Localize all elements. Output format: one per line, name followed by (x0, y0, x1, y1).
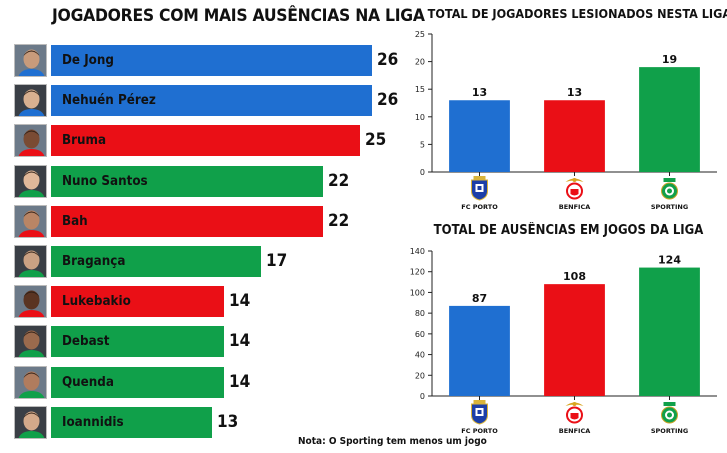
player-bar: Bruma (51, 125, 360, 157)
sporting-crest-icon (661, 178, 678, 200)
player-bar: Quenda (51, 366, 224, 398)
player-name: Ioannidis (62, 414, 124, 430)
injured-players-chart-title: TOTAL DE JOGADORES LESIONADOS NESTA LIGA (427, 6, 727, 21)
player-photo-icon (14, 44, 47, 77)
y-tick-label: 0 (420, 168, 425, 177)
y-tick-label: 20 (415, 58, 425, 67)
player-photo-icon (14, 285, 47, 319)
player-row: Bruma 25 (0, 124, 410, 158)
player-name: Bah (62, 213, 88, 229)
y-tick-label: 120 (410, 268, 425, 277)
footnote: Nota: O Sporting tem menos um jogo (298, 436, 487, 447)
x-category-label: FC PORTO (461, 427, 498, 435)
x-category-label: SPORTING (651, 203, 688, 211)
player-bar: Lukebakio (51, 286, 224, 318)
player-absence-value: 26 (377, 50, 399, 70)
player-photo-icon (14, 365, 47, 399)
player-photo-icon (14, 204, 47, 238)
player-row: Bragança 17 (0, 245, 410, 278)
injured-players-chart: 0 5 10 15 20 25 13 FC PORTO 13 BENFICA 19 SPORTING (415, 30, 717, 211)
player-photo-icon (14, 164, 47, 198)
player-photo-icon (14, 124, 47, 158)
x-category-label: BENFICA (559, 427, 591, 435)
y-tick-label: 140 (410, 247, 425, 256)
player-photo-icon (14, 245, 47, 278)
y-tick-label: 60 (415, 330, 425, 339)
y-tick-label: 0 (420, 392, 425, 401)
player-row: Quenda 14 (0, 365, 410, 399)
benfica-crest-icon (565, 402, 584, 424)
player-name: Nehuén Pérez (62, 93, 156, 109)
player-row: Debast 14 (0, 325, 410, 359)
y-tick-label: 15 (415, 85, 425, 94)
team-bar (639, 267, 700, 396)
player-name: Debast (62, 334, 110, 350)
y-tick-label: 25 (415, 30, 425, 39)
player-absence-value: 14 (228, 291, 251, 312)
team-bar (544, 284, 605, 396)
player-name: Quenda (62, 374, 114, 390)
y-tick-label: 10 (415, 113, 425, 122)
player-bar: Bah (51, 205, 323, 237)
player-absence-value: 13 (216, 411, 238, 432)
team-bar (544, 100, 605, 172)
player-row: Nehuén Pérez 26 (0, 84, 410, 118)
player-name: Nuno Santos (62, 173, 148, 189)
team-bar (639, 67, 700, 172)
player-photo-icon (14, 84, 47, 118)
x-category-label: BENFICA (559, 203, 591, 211)
player-absence-value: 14 (228, 331, 251, 352)
player-photo-icon (14, 405, 47, 439)
player-bar: Ioannidis (51, 406, 212, 438)
player-bar: Nehuén Pérez (51, 85, 372, 117)
bar-value-label: 108 (563, 270, 586, 283)
league-absences-chart: 0 20 40 60 80 100 120 140 87 FC PORTO 108 BENFICA 12… (410, 247, 717, 435)
league-absences-chart-title: TOTAL DE AUSÊNCIAS EM JOGOS DA LIGA (433, 223, 704, 238)
x-category-label: SPORTING (651, 427, 688, 435)
player-absence-value: 14 (228, 371, 251, 392)
player-bar: Bragança (51, 246, 261, 277)
player-bar: Nuno Santos (51, 165, 323, 197)
y-tick-label: 80 (415, 309, 425, 318)
bar-value-label: 87 (472, 292, 487, 305)
player-absence-value: 22 (327, 210, 349, 231)
bar-value-label: 124 (658, 254, 681, 267)
player-name: Bruma (62, 133, 107, 149)
player-bar: Debast (51, 326, 224, 358)
bar-value-label: 13 (472, 86, 487, 99)
team-bar (449, 305, 510, 396)
x-category-label: FC PORTO (461, 203, 498, 211)
player-row: Ioannidis 13 (0, 405, 410, 439)
player-absence-value: 25 (364, 130, 386, 151)
player-absence-value: 17 (265, 251, 288, 271)
player-name: De Jong (62, 53, 114, 68)
left-chart-title: JOGADORES COM MAIS AUSÊNCIAS NA LIGA (52, 6, 425, 26)
player-photo-icon (14, 325, 47, 359)
y-tick-label: 20 (415, 371, 425, 380)
player-row: Lukebakio 14 (0, 285, 410, 319)
y-tick-label: 100 (410, 288, 425, 297)
y-tick-label: 5 (420, 140, 425, 149)
fc-porto-crest-icon (471, 400, 488, 425)
player-row: De Jong 26 (0, 44, 410, 77)
fc-porto-crest-icon (471, 176, 488, 201)
bar-value-label: 19 (662, 53, 677, 66)
left-panel: JOGADORES COM MAIS AUSÊNCIAS NA LIGA De … (0, 6, 425, 439)
player-name: Lukebakio (62, 294, 131, 310)
sporting-crest-icon (661, 402, 678, 424)
player-absence-value: 22 (327, 170, 349, 191)
player-name: Bragança (62, 254, 126, 269)
player-absence-value: 26 (377, 90, 399, 111)
player-row: Bah 22 (0, 204, 410, 238)
team-bar (449, 100, 510, 172)
bar-value-label: 13 (567, 86, 582, 99)
benfica-crest-icon (565, 178, 584, 200)
player-bar: De Jong (51, 45, 372, 76)
y-tick-label: 40 (415, 351, 425, 360)
player-row: Nuno Santos 22 (0, 164, 410, 198)
